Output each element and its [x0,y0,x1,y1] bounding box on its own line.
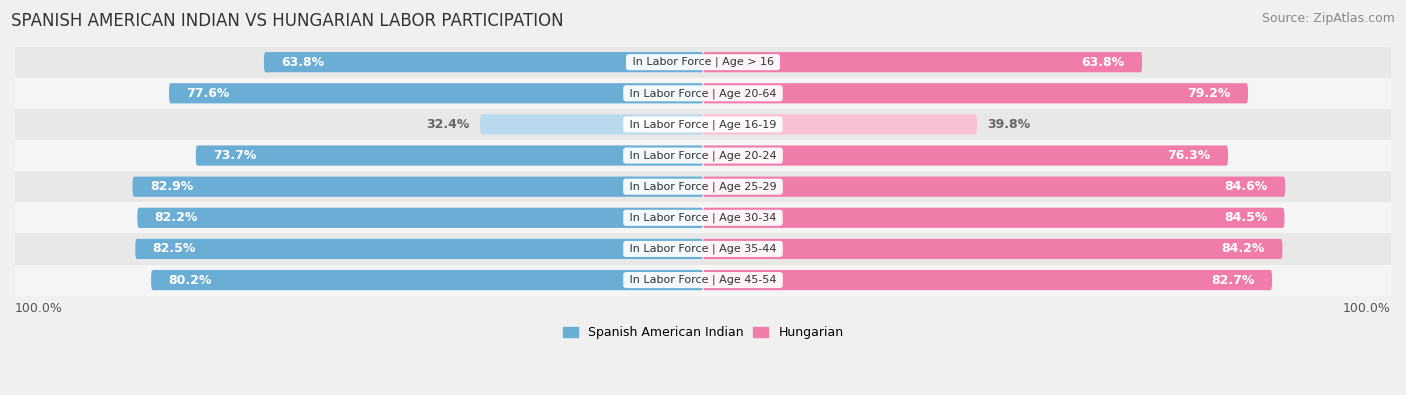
FancyBboxPatch shape [703,145,1227,166]
Text: 82.9%: 82.9% [150,180,193,193]
Text: 32.4%: 32.4% [426,118,470,131]
FancyBboxPatch shape [150,270,703,290]
Text: In Labor Force | Age 35-44: In Labor Force | Age 35-44 [626,244,780,254]
Text: 39.8%: 39.8% [987,118,1031,131]
FancyBboxPatch shape [132,177,703,197]
Bar [15,109,1391,140]
Text: In Labor Force | Age 45-54: In Labor Force | Age 45-54 [626,275,780,285]
FancyBboxPatch shape [264,52,703,72]
Legend: Spanish American Indian, Hungarian: Spanish American Indian, Hungarian [558,321,848,344]
Text: In Labor Force | Age 16-19: In Labor Force | Age 16-19 [626,119,780,130]
FancyBboxPatch shape [169,83,703,103]
Text: 80.2%: 80.2% [169,274,212,286]
Text: 63.8%: 63.8% [1081,56,1125,69]
Text: 100.0%: 100.0% [1343,302,1391,315]
Bar [15,233,1391,265]
Text: In Labor Force | Age 20-24: In Labor Force | Age 20-24 [626,150,780,161]
Text: 84.6%: 84.6% [1225,180,1268,193]
Text: In Labor Force | Age 25-29: In Labor Force | Age 25-29 [626,181,780,192]
Text: 84.5%: 84.5% [1223,211,1267,224]
FancyBboxPatch shape [703,52,1142,72]
FancyBboxPatch shape [703,208,1285,228]
Text: 82.2%: 82.2% [155,211,198,224]
Text: In Labor Force | Age > 16: In Labor Force | Age > 16 [628,57,778,68]
Text: 76.3%: 76.3% [1167,149,1211,162]
FancyBboxPatch shape [703,177,1285,197]
Text: 63.8%: 63.8% [281,56,325,69]
Text: 77.6%: 77.6% [187,87,229,100]
FancyBboxPatch shape [195,145,703,166]
FancyBboxPatch shape [703,114,977,135]
Text: 100.0%: 100.0% [15,302,63,315]
FancyBboxPatch shape [703,239,1282,259]
Text: In Labor Force | Age 30-34: In Labor Force | Age 30-34 [626,213,780,223]
Bar [15,202,1391,233]
Text: 84.2%: 84.2% [1222,243,1265,256]
FancyBboxPatch shape [703,270,1272,290]
FancyBboxPatch shape [138,208,703,228]
Text: 73.7%: 73.7% [214,149,256,162]
Bar [15,78,1391,109]
FancyBboxPatch shape [135,239,703,259]
Bar [15,140,1391,171]
FancyBboxPatch shape [479,114,703,135]
Text: 82.5%: 82.5% [153,243,195,256]
FancyBboxPatch shape [703,83,1249,103]
Text: Source: ZipAtlas.com: Source: ZipAtlas.com [1261,12,1395,25]
Text: 79.2%: 79.2% [1187,87,1230,100]
Bar [15,47,1391,78]
Text: SPANISH AMERICAN INDIAN VS HUNGARIAN LABOR PARTICIPATION: SPANISH AMERICAN INDIAN VS HUNGARIAN LAB… [11,12,564,30]
Bar [15,265,1391,295]
Text: In Labor Force | Age 20-64: In Labor Force | Age 20-64 [626,88,780,98]
Text: 82.7%: 82.7% [1212,274,1254,286]
Bar [15,171,1391,202]
